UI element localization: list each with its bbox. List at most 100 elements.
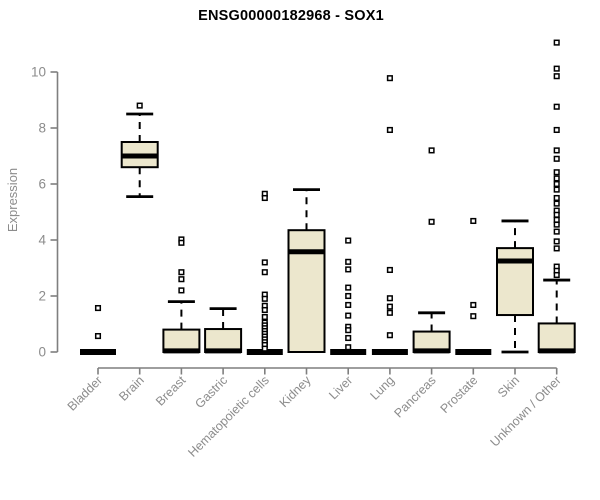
- outlier-point: [553, 211, 560, 218]
- collapsed-box: [371, 349, 408, 355]
- box-prostate: [455, 217, 492, 355]
- outlier-point: [94, 304, 102, 312]
- outlier-point: [553, 186, 560, 193]
- outlier-point: [178, 276, 185, 283]
- collapsed-box: [80, 349, 116, 355]
- box-lung: [371, 75, 408, 355]
- outlier-point: [553, 39, 560, 46]
- x-tick-label: Unknown / Other: [488, 373, 564, 449]
- outlier-point: [470, 217, 477, 225]
- outlier-point: [261, 295, 268, 302]
- outlier-point: [553, 271, 560, 279]
- outlier-point: [553, 65, 560, 72]
- outlier-point: [428, 218, 435, 225]
- y-tick-label: 4: [38, 233, 46, 248]
- outlier-point: [345, 292, 352, 300]
- box-hematopoietic-cells: [246, 190, 283, 355]
- box-rect: [537, 322, 576, 354]
- x-tick-label: Skin: [495, 373, 522, 400]
- outlier-point: [553, 155, 560, 162]
- y-tick-label: 8: [38, 121, 46, 136]
- outlier-point: [345, 301, 352, 309]
- outlier-point: [94, 332, 102, 340]
- outlier-point: [386, 295, 393, 302]
- box-breast: [162, 236, 201, 354]
- outlier-point: [345, 237, 352, 244]
- outlier-point: [261, 259, 268, 266]
- outlier-point: [345, 334, 352, 342]
- outlier-point: [345, 312, 352, 319]
- outlier-point: [386, 303, 393, 310]
- outlier-point: [386, 266, 393, 274]
- median-line: [205, 348, 242, 354]
- collapsed-box: [455, 349, 492, 355]
- box-gastric: [204, 307, 243, 354]
- x-tick-label: Brain: [116, 373, 147, 404]
- x-tick-label: Breast: [153, 373, 189, 409]
- outlier-point: [553, 180, 560, 188]
- outlier-point: [386, 309, 393, 316]
- outlier-point: [345, 258, 352, 265]
- outlier-point: [428, 147, 435, 154]
- outlier-point: [345, 327, 352, 334]
- outlier-point: [345, 266, 352, 273]
- x-tick-label: Gastric: [192, 373, 230, 411]
- box-rect: [287, 229, 326, 353]
- x-tick-label: Pancreas: [391, 373, 438, 420]
- outlier-point: [553, 194, 560, 202]
- outlier-point: [386, 75, 393, 82]
- outlier-point: [261, 313, 268, 321]
- median-line: [163, 348, 200, 354]
- outlier-point: [261, 345, 268, 352]
- outlier-point: [261, 306, 268, 314]
- outlier-point: [553, 126, 560, 134]
- outlier-point: [553, 73, 560, 80]
- outlier-point: [553, 175, 560, 182]
- x-tick-label: Hematopoietic cells: [185, 373, 272, 460]
- y-tick-label: 2: [38, 289, 46, 304]
- outlier-point: [386, 332, 393, 339]
- median-line: [538, 348, 575, 354]
- outlier-point: [178, 269, 185, 276]
- outlier-point: [345, 344, 352, 351]
- outlier-point: [553, 169, 560, 176]
- outlier-point: [178, 239, 185, 246]
- collapsed-box: [246, 349, 283, 355]
- box-unknown-other: [537, 39, 576, 354]
- x-tick-label: Liver: [326, 373, 355, 402]
- outlier-point: [261, 194, 268, 202]
- collapsed-box: [330, 349, 367, 355]
- x-tick-label: Bladder: [65, 373, 105, 413]
- outlier-point: [386, 126, 393, 134]
- outlier-point: [553, 200, 560, 207]
- outlier-point: [553, 245, 560, 252]
- outlier-point: [261, 269, 268, 276]
- box-kidney: [287, 188, 326, 353]
- outlier-point: [470, 301, 477, 309]
- outlier-point: [553, 238, 560, 245]
- box-liver: [330, 237, 367, 355]
- outlier-point: [553, 221, 560, 228]
- outlier-point: [553, 103, 560, 110]
- outlier-point: [553, 216, 560, 223]
- median-line: [413, 348, 450, 354]
- x-tick-label: Lung: [367, 373, 397, 403]
- outlier-point: [470, 313, 477, 320]
- box-pancreas: [412, 147, 451, 354]
- median-line: [121, 153, 158, 159]
- outlier-point: [345, 284, 352, 291]
- outlier-point: [553, 228, 560, 235]
- x-tick-label: Prostate: [438, 373, 481, 416]
- box-rect: [496, 247, 534, 317]
- box-skin: [496, 219, 534, 354]
- box-brain: [120, 102, 159, 199]
- y-axis-label: Expression: [5, 168, 20, 232]
- median-line: [497, 258, 533, 264]
- x-tick-label: Kidney: [277, 373, 314, 410]
- outlier-point: [553, 147, 560, 154]
- y-tick-label: 10: [31, 65, 46, 80]
- chart-title: ENSG00000182968 - SOX1: [198, 8, 384, 24]
- y-tick-label: 0: [38, 345, 46, 360]
